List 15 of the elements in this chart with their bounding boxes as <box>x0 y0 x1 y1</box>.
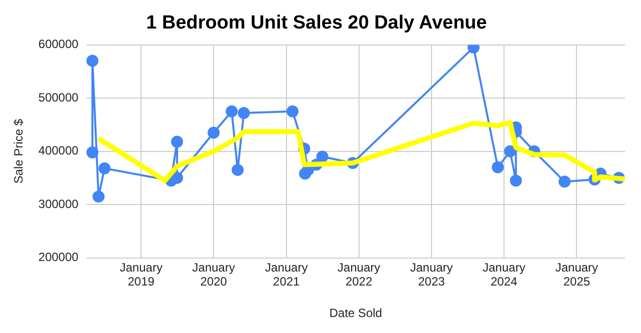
y-tick-label: 300000 <box>38 196 79 211</box>
y-tick-label: 400000 <box>38 144 79 158</box>
chart-title: 1 Bedroom Unit Sales 20 Daly Avenue <box>146 12 487 34</box>
x-tick-label: January 2025 <box>555 260 598 289</box>
x-tick-label: January 2023 <box>410 260 453 289</box>
x-tick-label: January 2022 <box>338 260 380 289</box>
x-tick-label: January 2019 <box>120 260 162 289</box>
y-axis-title: Sale Price $ <box>12 118 26 184</box>
y-tick-label: 200000 <box>38 250 79 264</box>
x-axis-title: Date Sold <box>329 306 382 320</box>
x-tick-label: January 2020 <box>192 260 235 289</box>
y-tick-label: 600000 <box>38 37 79 52</box>
y-tick-label: 500000 <box>38 90 79 104</box>
x-tick-label: January 2024 <box>482 260 526 289</box>
x-tick-label: January 2021 <box>265 260 308 289</box>
